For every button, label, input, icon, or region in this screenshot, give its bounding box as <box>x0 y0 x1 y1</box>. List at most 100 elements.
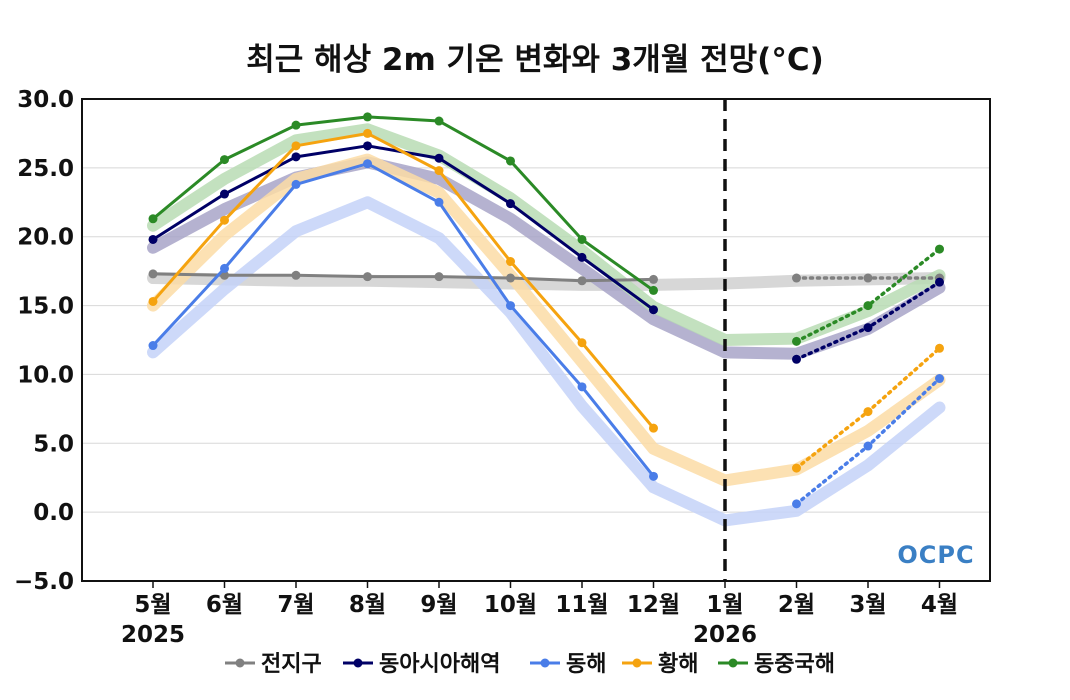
x-tick-label: 10월 <box>484 592 537 618</box>
legend-swatch-marker <box>632 658 642 668</box>
legend-swatch-marker <box>728 658 738 668</box>
data-point <box>363 112 372 122</box>
year-label: 2025 <box>121 622 185 648</box>
data-point <box>577 234 587 244</box>
forecast-point <box>863 301 873 311</box>
data-point <box>434 166 444 176</box>
data-point <box>363 128 372 138</box>
legend-label: 동아시아해역 <box>379 652 500 677</box>
data-point <box>577 382 587 392</box>
data-point <box>506 273 515 283</box>
x-tick-label: 4월 <box>921 592 958 618</box>
y-tick-label: −5.0 <box>14 569 74 595</box>
forecast-point <box>792 354 801 364</box>
x-tick-label: 1월 <box>706 592 743 618</box>
data-point <box>577 338 587 348</box>
y-tick-label: 5.0 <box>33 431 74 457</box>
y-tick-label: 20.0 <box>17 225 74 251</box>
data-point <box>577 276 587 286</box>
data-point <box>649 423 658 433</box>
climatology-band <box>147 272 946 291</box>
forecast-point <box>863 273 873 283</box>
data-point <box>148 234 158 244</box>
forecast-point <box>863 407 873 417</box>
data-point <box>434 272 444 282</box>
legend-label: 전지구 <box>261 652 322 677</box>
observed-line <box>152 115 655 292</box>
series-lines <box>148 112 944 509</box>
climatology-band <box>147 123 946 346</box>
data-point <box>291 152 301 162</box>
data-point <box>506 257 515 267</box>
ocpc-logo: OCPC <box>897 541 974 569</box>
x-tick-label: 12월 <box>627 592 680 618</box>
data-point <box>220 270 229 280</box>
legend-label: 동해 <box>566 652 606 677</box>
x-tick-label: 2월 <box>778 592 815 618</box>
chart-title: 최근 해상 2m 기온 변화와 3개월 전망(°C) <box>246 42 824 78</box>
x-tick-label: 5월 <box>134 592 171 618</box>
forecast-point <box>792 336 801 346</box>
data-point <box>363 141 372 151</box>
forecast-point <box>863 441 873 451</box>
data-point <box>363 159 372 169</box>
data-point <box>291 270 301 280</box>
data-point <box>649 274 658 284</box>
forecast-point <box>863 323 873 333</box>
y-tick-label: 25.0 <box>17 156 74 182</box>
y-tick-label: 10.0 <box>17 362 74 388</box>
data-point <box>148 214 158 224</box>
legend-swatch-marker <box>540 658 550 668</box>
data-point <box>291 179 301 189</box>
forecast-point <box>792 463 801 473</box>
data-point <box>220 263 229 273</box>
data-point <box>506 301 515 311</box>
legend-swatch-marker <box>353 658 363 668</box>
year-label: 2026 <box>693 622 757 648</box>
legend-swatch-marker <box>235 658 245 668</box>
data-point <box>291 120 301 130</box>
forecast-point <box>935 343 944 353</box>
data-point <box>291 141 301 151</box>
data-point <box>506 156 515 166</box>
legend-label: 동중국해 <box>754 652 835 677</box>
forecast-line <box>794 376 942 506</box>
data-point <box>434 197 444 207</box>
climatology-band <box>147 196 946 527</box>
data-point <box>148 269 158 279</box>
forecast-point <box>935 244 944 254</box>
data-point <box>577 252 587 262</box>
observed-line <box>152 272 654 283</box>
data-point <box>506 199 515 209</box>
y-tick-label: 30.0 <box>17 87 74 113</box>
climatology-bands <box>147 123 946 527</box>
forecast-point <box>792 499 801 509</box>
data-point <box>363 272 372 282</box>
data-point <box>434 153 444 163</box>
x-tick-label: 3월 <box>849 592 886 618</box>
data-point <box>148 296 158 306</box>
x-tick-label: 7월 <box>277 592 314 618</box>
data-point <box>649 305 658 315</box>
y-axis-ticks: 30.0 25.0 20.0 15.0 10.0 5.0 0.0 −5.0 <box>14 87 74 595</box>
x-tick-label: 8월 <box>349 592 386 618</box>
data-point <box>434 116 444 126</box>
x-tick-label: 11월 <box>555 592 608 618</box>
legend: 전지구 동아시아해역 동해 황해 동중국해 <box>225 652 835 677</box>
forecast-point <box>792 273 801 283</box>
data-point <box>220 215 229 225</box>
y-tick-label: 0.0 <box>33 500 74 526</box>
data-point <box>649 471 658 481</box>
plot-frame <box>81 98 991 582</box>
forecast-point <box>935 277 944 287</box>
x-tick-label: 9월 <box>420 592 457 618</box>
data-point <box>649 285 658 295</box>
forecast-point <box>935 374 944 384</box>
observed-line <box>151 131 655 430</box>
observed-line <box>151 162 655 478</box>
climatology-band <box>147 153 946 487</box>
x-tick-label: 6월 <box>206 592 243 618</box>
data-point <box>220 189 229 199</box>
legend-label: 황해 <box>658 652 698 677</box>
